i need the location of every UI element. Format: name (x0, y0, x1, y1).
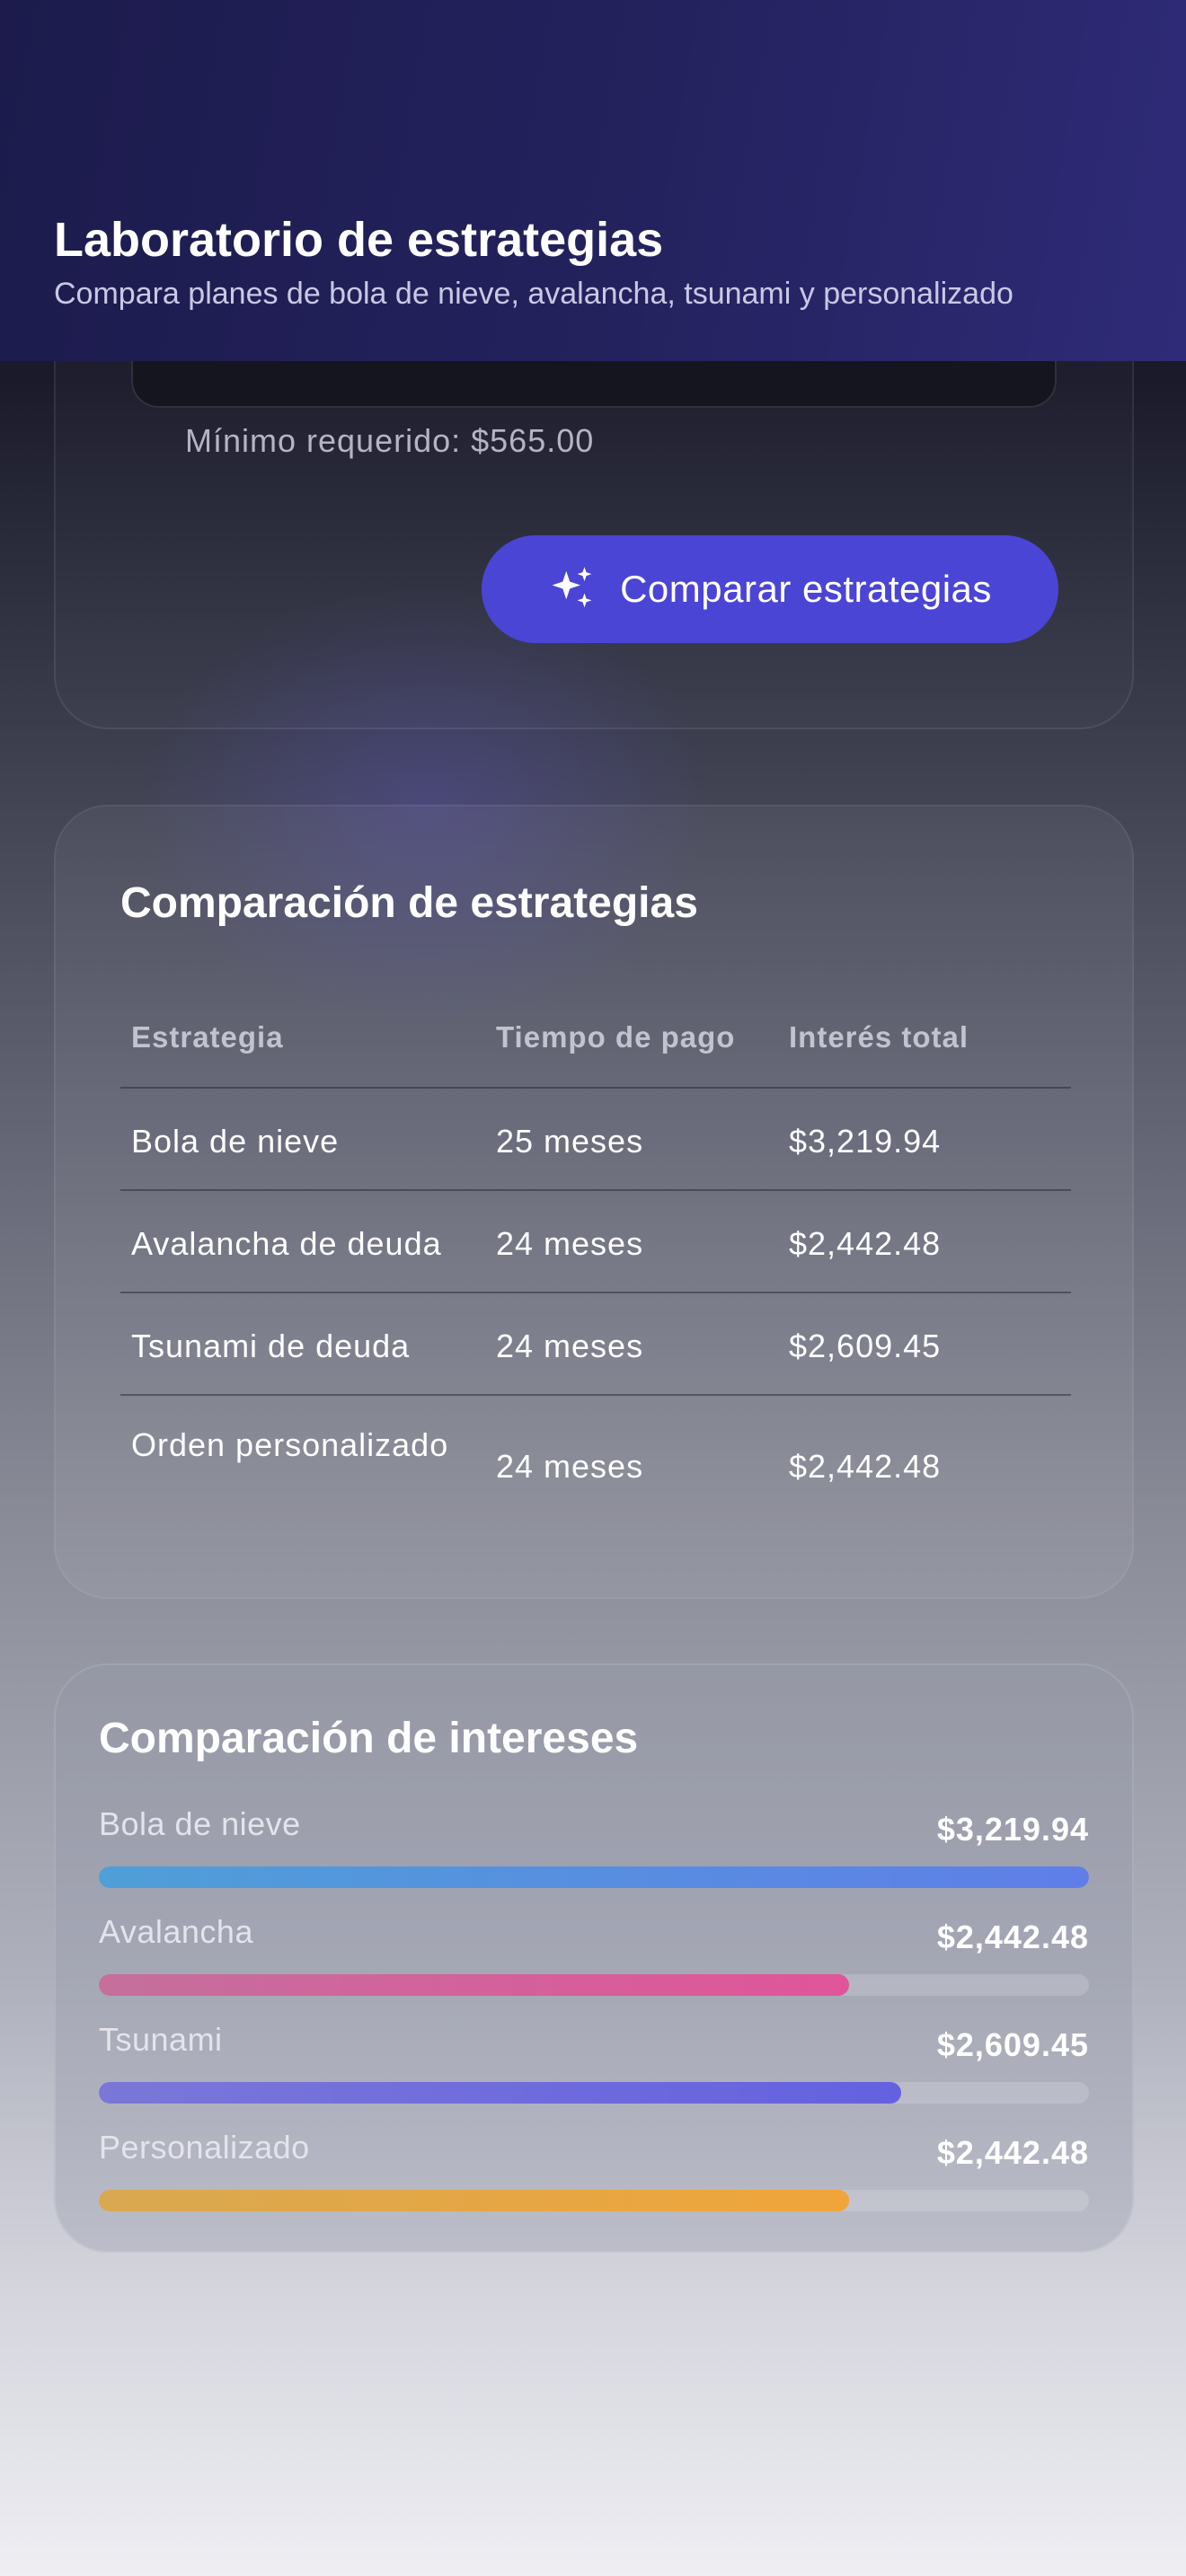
sparkles-icon (552, 567, 592, 608)
strategy-comparison-card: Comparación de estrategias Estrategia Ti… (54, 805, 1134, 1599)
compare-strategies-label: Comparar estrategias (620, 568, 992, 610)
bar-label-custom: Personalizado (99, 2129, 310, 2166)
row-1-strategy: Bola de nieve (131, 1123, 340, 1160)
row-4-time: 24 meses (496, 1448, 644, 1485)
bar-value-tsunami: $2,609.45 (936, 2026, 1089, 2063)
header-strategy: Estrategia (131, 1020, 284, 1054)
compare-strategies-button[interactable]: Comparar estrategias (482, 535, 1058, 643)
app-header: Laboratorio de estrategias Compara plane… (0, 0, 1186, 361)
row-3-interest: $2,609.45 (789, 1328, 942, 1364)
minimum-required-text: Mínimo requerido: $565.00 (185, 422, 595, 459)
bar-fill-snowball (99, 1866, 1089, 1888)
bar-track-custom (99, 2190, 1089, 2211)
bar-label-snowball: Bola de nieve (99, 1805, 301, 1842)
comparison-table-title: Comparación de estrategias (120, 879, 698, 927)
bar-value-avalanche: $2,442.48 (936, 1919, 1089, 1955)
header-total-interest: Interés total (789, 1020, 969, 1054)
row-1-time: 25 meses (496, 1123, 644, 1160)
page-title: Laboratorio de estrategias (54, 213, 664, 267)
row-4-strategy: Orden personalizado (131, 1426, 449, 1463)
row-2-time: 24 meses (496, 1225, 644, 1262)
row-2-strategy: Avalancha de deuda (131, 1225, 442, 1262)
bar-track-tsunami (99, 2082, 1089, 2104)
bar-fill-avalanche (99, 1974, 850, 1996)
bar-value-snowball: $3,219.94 (936, 1811, 1089, 1848)
table-divider (120, 1189, 1071, 1191)
interest-comparison-title: Comparación de intereses (99, 1715, 639, 1762)
bar-label-avalanche: Avalancha (99, 1913, 253, 1950)
bar-fill-custom (99, 2190, 850, 2211)
row-1-interest: $3,219.94 (789, 1123, 942, 1160)
row-3-time: 24 meses (496, 1328, 644, 1364)
row-2-interest: $2,442.48 (789, 1225, 942, 1262)
table-divider (120, 1087, 1071, 1089)
table-divider (120, 1394, 1071, 1396)
bar-fill-tsunami (99, 2082, 901, 2104)
header-payoff-time: Tiempo de pago (496, 1020, 736, 1054)
bar-label-tsunami: Tsunami (99, 2021, 223, 2058)
row-4-interest: $2,442.48 (789, 1448, 942, 1485)
bar-track-snowball (99, 1866, 1089, 1888)
bar-track-avalanche (99, 1974, 1089, 1996)
table-divider (120, 1292, 1071, 1293)
row-3-strategy: Tsunami de deuda (131, 1328, 411, 1364)
interest-comparison-card: Comparación de intereses Bola de nieve $… (54, 1663, 1134, 2253)
page-subtitle: Compara planes de bola de nieve, avalanc… (54, 277, 1013, 311)
bar-value-custom: $2,442.48 (936, 2134, 1089, 2171)
